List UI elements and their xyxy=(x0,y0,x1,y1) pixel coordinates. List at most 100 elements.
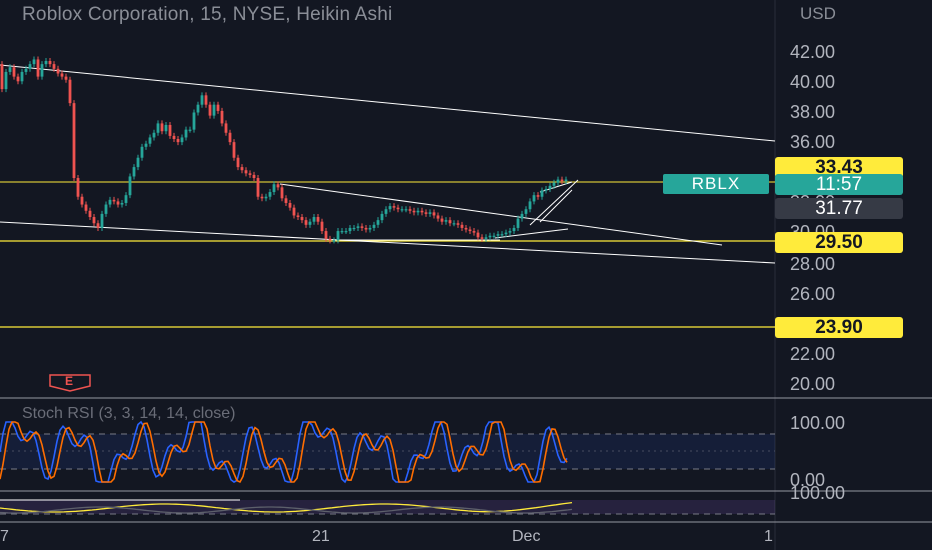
candle[interactable] xyxy=(356,226,360,228)
candle[interactable] xyxy=(368,227,372,230)
stoch-d-line[interactable] xyxy=(0,421,568,484)
candle[interactable] xyxy=(180,137,184,143)
candle[interactable] xyxy=(232,142,236,158)
candle[interactable] xyxy=(164,124,168,132)
candle[interactable] xyxy=(184,129,188,138)
candle[interactable] xyxy=(500,234,504,236)
candle[interactable] xyxy=(388,206,392,210)
candle[interactable] xyxy=(556,179,560,183)
candle[interactable] xyxy=(244,170,248,174)
candle[interactable] xyxy=(404,209,408,211)
indicator2-line-b[interactable] xyxy=(0,506,573,514)
candle[interactable] xyxy=(128,176,132,196)
candle[interactable] xyxy=(172,135,176,140)
candle[interactable] xyxy=(424,212,428,214)
trendline-lower-channel[interactable] xyxy=(0,221,776,264)
candle[interactable] xyxy=(252,174,256,179)
candle[interactable] xyxy=(100,213,104,228)
candle[interactable] xyxy=(12,67,16,77)
candle[interactable] xyxy=(544,188,548,191)
candle[interactable] xyxy=(160,123,164,132)
candle[interactable] xyxy=(456,223,460,225)
candle[interactable] xyxy=(28,64,32,69)
candle[interactable] xyxy=(476,232,480,238)
candle[interactable] xyxy=(216,104,220,111)
candle[interactable] xyxy=(212,104,216,116)
candle[interactable] xyxy=(548,185,552,189)
candle[interactable] xyxy=(88,210,92,218)
earnings-badge[interactable]: E xyxy=(48,374,92,392)
candle[interactable] xyxy=(56,68,60,74)
candle[interactable] xyxy=(40,64,44,77)
trendline-flag-4[interactable] xyxy=(539,189,573,223)
candle[interactable] xyxy=(380,213,384,221)
candle[interactable] xyxy=(460,224,464,228)
candle[interactable] xyxy=(448,220,452,224)
candle[interactable] xyxy=(532,195,536,202)
candle[interactable] xyxy=(416,210,420,213)
candle[interactable] xyxy=(8,67,12,72)
candle[interactable] xyxy=(120,202,124,205)
candle[interactable] xyxy=(196,104,200,113)
candle[interactable] xyxy=(68,79,72,104)
candle[interactable] xyxy=(332,240,336,242)
candle[interactable] xyxy=(4,71,8,90)
candle[interactable] xyxy=(0,64,4,90)
candle[interactable] xyxy=(396,207,400,210)
candle[interactable] xyxy=(320,221,324,232)
candle[interactable] xyxy=(60,73,64,77)
candle[interactable] xyxy=(104,204,108,214)
candle[interactable] xyxy=(200,95,204,105)
candle[interactable] xyxy=(316,217,320,222)
candle[interactable] xyxy=(148,137,152,144)
candle[interactable] xyxy=(140,146,144,158)
candle[interactable] xyxy=(492,235,496,237)
candle[interactable] xyxy=(312,217,316,222)
candle[interactable] xyxy=(264,196,268,199)
candle[interactable] xyxy=(96,223,100,228)
candle[interactable] xyxy=(384,209,388,214)
candle[interactable] xyxy=(204,95,208,105)
candle[interactable] xyxy=(292,207,296,216)
candle[interactable] xyxy=(344,231,348,233)
candle[interactable] xyxy=(480,237,484,239)
candle[interactable] xyxy=(508,231,512,233)
candle[interactable] xyxy=(20,71,24,82)
candle[interactable] xyxy=(156,123,160,133)
candle[interactable] xyxy=(512,227,516,232)
candle[interactable] xyxy=(276,184,280,188)
candle[interactable] xyxy=(360,226,364,228)
candle[interactable] xyxy=(504,232,508,235)
candle[interactable] xyxy=(540,190,544,197)
candle[interactable] xyxy=(372,224,376,228)
indicator2-line-a[interactable] xyxy=(0,501,573,513)
candle[interactable] xyxy=(272,184,276,193)
candle[interactable] xyxy=(268,192,272,197)
candle[interactable] xyxy=(84,204,88,211)
candle[interactable] xyxy=(260,196,264,199)
candle[interactable] xyxy=(552,182,556,186)
candle[interactable] xyxy=(208,104,212,116)
candle[interactable] xyxy=(336,231,340,241)
candle[interactable] xyxy=(300,217,304,221)
candle[interactable] xyxy=(288,202,292,208)
price-tag-level-mid[interactable]: 29.50 xyxy=(775,232,903,253)
candle[interactable] xyxy=(228,132,232,143)
candle[interactable] xyxy=(112,199,116,202)
candle[interactable] xyxy=(536,195,540,197)
candle[interactable] xyxy=(36,59,40,77)
candle[interactable] xyxy=(144,143,148,147)
candle[interactable] xyxy=(240,167,244,171)
candle[interactable] xyxy=(524,209,528,214)
candle[interactable] xyxy=(80,196,84,205)
candle[interactable] xyxy=(108,199,112,205)
candle[interactable] xyxy=(236,157,240,168)
candle[interactable] xyxy=(248,173,252,175)
candle[interactable] xyxy=(152,132,156,138)
candlestick-series[interactable] xyxy=(0,56,568,244)
candle[interactable] xyxy=(376,220,380,225)
stoch-k-line[interactable] xyxy=(0,420,568,484)
candle[interactable] xyxy=(72,103,76,179)
candle[interactable] xyxy=(340,231,344,233)
candle[interactable] xyxy=(432,212,436,216)
